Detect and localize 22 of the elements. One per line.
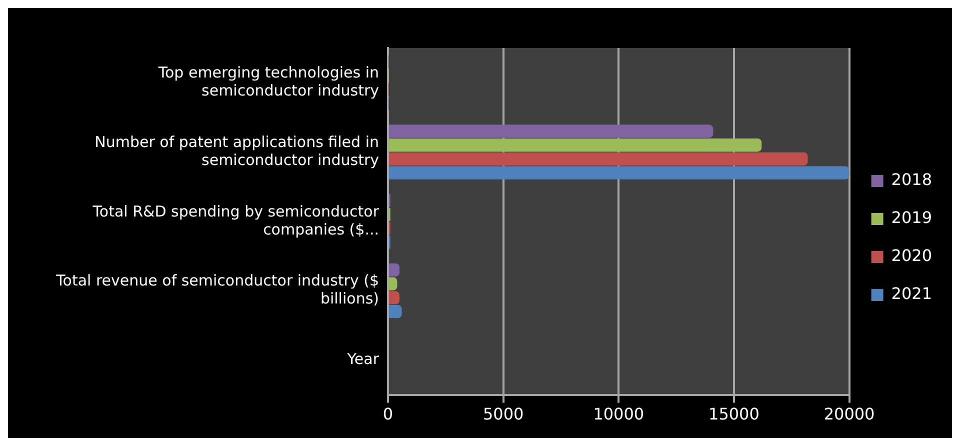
bar bbox=[389, 138, 762, 152]
bar bbox=[389, 304, 402, 318]
y-tick-label: Number of patent applications filed in semiconductor industry bbox=[94, 132, 380, 169]
legend-label: 2018 bbox=[891, 170, 932, 190]
x-tick-label: 15000 bbox=[708, 404, 760, 424]
x-tick-label: 0 bbox=[382, 404, 394, 424]
legend-label: 2020 bbox=[891, 246, 932, 266]
x-tick-label: 10000 bbox=[593, 404, 644, 424]
y-tick-label: Total R&D spending by semiconductor companies ($... bbox=[92, 202, 380, 238]
y-tick-label: Year bbox=[346, 350, 380, 368]
x-tick-label: 5000 bbox=[482, 404, 524, 424]
y-tick-label: Top emerging technologies in semiconductor industry bbox=[157, 64, 380, 100]
bar bbox=[389, 152, 808, 166]
y-tick-label: Total revenue of semiconductor industry ($ billions) bbox=[55, 272, 379, 308]
bar bbox=[389, 124, 714, 138]
legend-label: 2019 bbox=[891, 208, 932, 228]
x-tick-label: 20000 bbox=[824, 404, 875, 424]
bar bbox=[389, 291, 400, 304]
bar bbox=[389, 263, 400, 277]
bar bbox=[389, 166, 850, 180]
legend-label: 2021 bbox=[891, 284, 932, 304]
bar bbox=[389, 277, 398, 290]
